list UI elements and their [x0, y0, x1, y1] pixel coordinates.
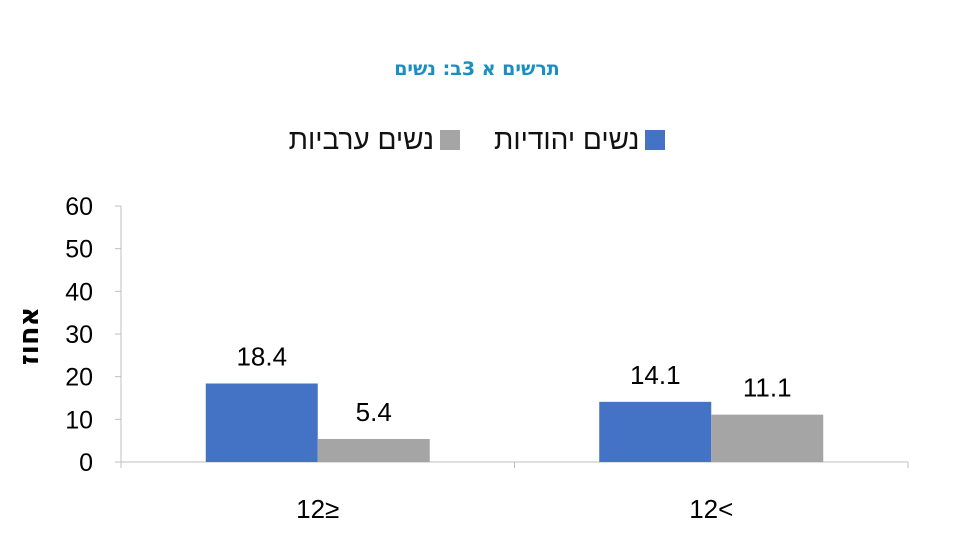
y-tick-label: 50 [65, 236, 93, 264]
y-axis-title: אחוז [14, 307, 45, 365]
chart-title: תרשים א 3ב: נשים [394, 58, 560, 80]
bar-data-label: 18.4 [236, 341, 287, 371]
bar-data-label: 11.1 [743, 373, 792, 403]
legend-item-series-1: נשים יהודיות [493, 124, 666, 156]
y-tick-label: 20 [65, 364, 93, 392]
bar-data-label: 5.4 [356, 397, 392, 427]
bar-data-label: 14.1 [630, 360, 681, 390]
y-tick-label: 40 [65, 278, 93, 306]
bar [711, 414, 824, 462]
bar [599, 401, 712, 462]
legend: נשים יהודיות נשים ערביות [0, 124, 954, 156]
bar [317, 438, 430, 462]
y-tick-label: 60 [65, 193, 93, 221]
legend-label-series-1: נשים יהודיות [493, 124, 640, 155]
legend-label-series-2: נשים ערביות [288, 124, 434, 155]
x-category-label: 12< [689, 494, 733, 524]
bar [205, 383, 318, 462]
legend-item-series-2: נשים ערביות [289, 124, 460, 156]
legend-swatch-series-2 [439, 130, 460, 150]
y-tick-label: 0 [79, 449, 93, 477]
y-tick-label: 30 [65, 321, 93, 349]
x-category-label: 12≥ [296, 494, 339, 524]
y-tick-label: 10 [65, 406, 93, 434]
legend-swatch-series-1 [645, 130, 666, 150]
